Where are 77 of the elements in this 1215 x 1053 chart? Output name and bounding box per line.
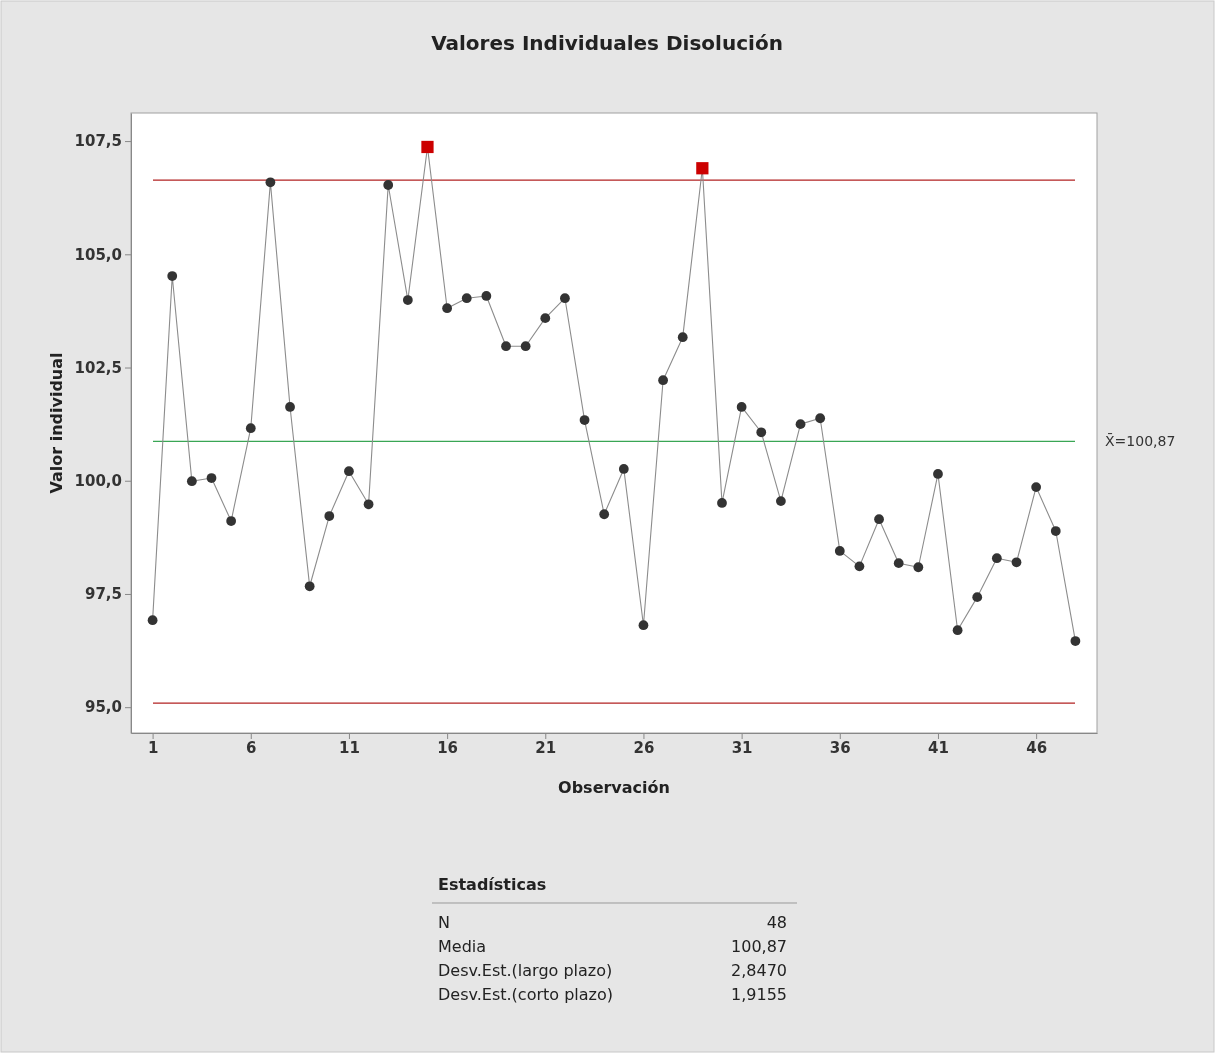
point (736, 402, 747, 412)
point (324, 511, 335, 521)
x-tick-label: 26 (633, 738, 655, 757)
point (383, 180, 394, 190)
x-tick-label: 41 (928, 738, 949, 757)
y-tick-label: 95,0 (84, 698, 122, 717)
point (952, 625, 963, 636)
x-tick-label: 31 (731, 738, 753, 757)
point (147, 615, 158, 626)
text: Media (438, 937, 487, 956)
text: 2,8470 (731, 961, 787, 980)
point (421, 140, 434, 154)
point (520, 341, 531, 352)
ref-line-label: X̄=100,87 (1105, 432, 1176, 450)
point (913, 562, 924, 573)
point (442, 303, 452, 314)
text: Desv.Est.(corto plazo) (438, 985, 614, 1004)
y-tick-label: 100,0 (74, 472, 122, 491)
point (854, 561, 865, 572)
point (893, 558, 904, 569)
point (481, 291, 492, 301)
text: Estadísticas (438, 875, 547, 894)
point (677, 332, 688, 343)
point (540, 313, 551, 324)
x-tick-label: 16 (437, 738, 459, 757)
point (717, 498, 727, 508)
point (991, 553, 1002, 564)
point (756, 427, 767, 438)
y-tick-label: 97,5 (84, 585, 122, 604)
point (167, 271, 178, 281)
point (795, 419, 806, 430)
chart-title: Valores Individuales Disolución (431, 31, 783, 55)
point (874, 514, 884, 525)
text: Desv.Est.(largo plazo) (438, 961, 613, 980)
point (696, 162, 709, 175)
point (245, 423, 256, 434)
point (206, 473, 217, 483)
point (1050, 526, 1061, 536)
y-axis-title: Valor individual (47, 352, 66, 494)
y-tick-label: 107,5 (74, 132, 122, 151)
point (599, 509, 610, 520)
point (815, 413, 826, 424)
point (933, 469, 943, 479)
y-tick-label: 102,5 (74, 358, 122, 377)
point (344, 466, 354, 477)
point (658, 375, 668, 386)
point (1011, 557, 1022, 568)
point (638, 620, 649, 631)
point (972, 592, 983, 603)
x-axis-title: Observación (558, 778, 670, 797)
x-tick-label: 21 (535, 738, 557, 757)
point (186, 476, 197, 487)
x-tick-label: 11 (339, 738, 360, 757)
point (285, 402, 295, 412)
point (579, 415, 590, 425)
text: 1,9155 (731, 985, 787, 1004)
point (834, 546, 845, 556)
point (363, 499, 374, 510)
point (776, 496, 786, 506)
x-tick-label: 1 (147, 738, 159, 757)
y-tick-label: 105,0 (74, 245, 122, 264)
point (1070, 636, 1081, 646)
text: 48 (766, 913, 787, 932)
x-tick-label: 36 (829, 738, 851, 757)
point (560, 293, 570, 304)
point (461, 293, 472, 304)
text: N (438, 913, 450, 932)
point (501, 341, 511, 352)
point (618, 464, 629, 474)
point (265, 177, 276, 188)
point (226, 516, 237, 526)
x-tick-label: 6 (246, 738, 257, 757)
point (1031, 482, 1042, 492)
text: 100,87 (731, 937, 787, 956)
point (402, 295, 413, 305)
point (304, 581, 315, 592)
x-tick-label: 46 (1026, 738, 1048, 757)
